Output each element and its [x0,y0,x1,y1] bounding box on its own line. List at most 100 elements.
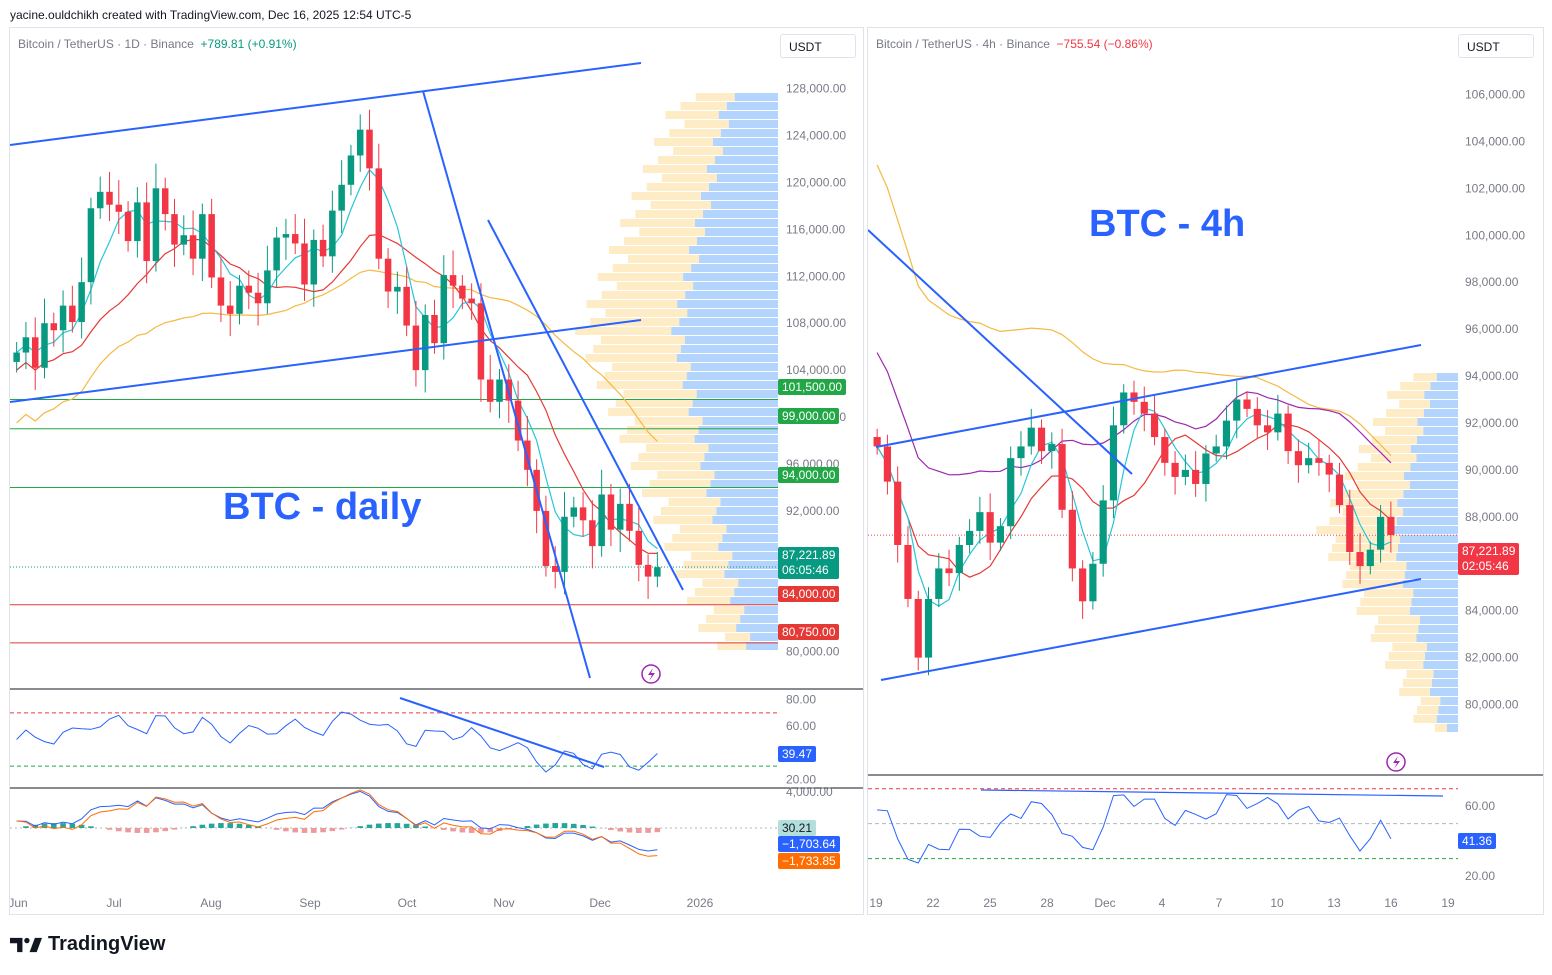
daily-candle-body [171,214,178,245]
volume-profile-bar [628,255,700,263]
footer-brand-name: TradingView [48,933,166,955]
volume-profile-bar [744,606,778,614]
macd-histogram-bar [385,823,391,828]
volume-profile-bar [1431,679,1458,687]
volume-profile-bar [717,642,747,650]
daily-chart-canvas[interactable]: 128,000.00 124,000.00 120,000.00 116,000.00… [10,28,863,914]
daily-candle-body [440,275,448,344]
volume-profile-bar [654,138,713,146]
macd-histogram-bar [636,828,642,833]
volume-profile-bar [608,246,690,254]
volume-profile-bar [1413,715,1437,723]
volume-profile-bar [1409,481,1458,489]
volume-profile-bar [1360,598,1412,606]
four-hour-candle-body [986,512,994,543]
four-hour-candle-body [1120,392,1128,426]
volume-profile-bar [575,327,672,335]
daily-rsi-axis-label: 20.00 [786,772,816,786]
four-hour-candle-body [883,446,892,482]
four-hour-candle-body [1366,549,1374,567]
daily-rsi-value-tag: 39.47 [778,746,817,762]
four-hour-candle-body [1335,474,1344,506]
daily-candle-body [264,270,271,304]
macd-histogram-bar [171,828,178,830]
volume-profile-bar [710,201,778,209]
volume-profile-bar [704,453,778,461]
daily-chart-label: BTC - daily [223,486,422,528]
daily-rsi-axis-label: 80.00 [786,693,816,707]
volume-profile-bar [1406,670,1434,678]
daily-level-tag-80750: 80,750.00 [778,624,840,640]
four-hour-candle-body [1192,469,1200,484]
volume-profile-bar [1417,418,1458,426]
four-hour-candle-body [1171,462,1179,477]
volume-profile-bar [698,426,778,434]
four-hour-candle-body [1253,408,1261,426]
volume-profile-bar [718,111,778,119]
volume-profile-bar [1436,715,1458,723]
volume-profile-bar [690,363,778,371]
volume-profile-bar [714,156,778,164]
macd-histogram-bar [311,828,317,833]
four-hour-price-axis-label: 94,000.00 [1465,369,1519,383]
volume-profile-bar [1418,625,1458,633]
four-hour-time-axis-label: 22 [926,896,940,910]
four-hour-time-axis-label: 16 [1384,896,1398,910]
four-hour-symbol-title: Bitcoin / TetherUS · 4h · Binance −755.5… [876,37,1153,51]
four-hour-candle-body [1161,437,1169,463]
volume-profile-bar [1404,472,1458,480]
macd-histogram-bar [571,823,577,828]
daily-macd-hist-tag: 30.21 [778,820,817,836]
four-hour-currency-unit[interactable]: USDT [1458,34,1534,58]
daily-candle-body [644,564,652,577]
four-hour-chart-canvas[interactable]: 106,000.00 104,000.00 102,000.00 100,000.00… [868,28,1543,914]
daily-chart-panel[interactable]: 128,000.00 124,000.00 120,000.00 116,000.00… [9,27,864,915]
volume-profile-bar [1372,418,1418,426]
daily-candle-body [607,494,615,530]
daily-candle-body [589,520,596,547]
macd-histogram-bar [23,826,29,828]
volume-profile-bar [1399,688,1430,696]
daily-price-axis-label: 80,000.00 [786,645,840,659]
volume-profile-bar [694,435,778,443]
volume-profile-bar [616,282,694,290]
volume-profile-bar [585,354,677,362]
macd-histogram-bar [589,826,596,828]
volume-profile-bar [702,417,778,425]
volume-profile-bar [615,399,693,407]
daily-candle-body [152,188,160,262]
macd-histogram-bar [60,823,66,828]
macd-histogram-bar [441,828,447,830]
volume-profile-bar [1436,373,1458,381]
volume-profile-bar [682,381,778,389]
volume-profile-bar [684,336,778,344]
daily-candle-body [226,305,234,314]
four-hour-chart-panel[interactable]: 106,000.00 104,000.00 102,000.00 100,000.00… [867,27,1544,915]
macd-histogram-bar [227,823,233,828]
daily-macd-axis-label: 4,000.00 [786,785,833,799]
volume-profile-bar [1409,607,1458,615]
macd-histogram-bar [403,823,410,828]
volume-profile-bar [1410,445,1458,453]
macd-histogram-bar [357,826,363,828]
daily-candle-body [87,208,95,283]
four-hour-candle-body [914,598,922,658]
volume-profile-bar [1387,391,1425,399]
macd-histogram-bar [69,823,76,828]
volume-profile-bar [1330,499,1398,507]
volume-profile-bar [688,408,778,416]
daily-price-axis-label: 112,000.00 [786,269,845,283]
volume-profile-bar [680,102,727,110]
daily-candle-body [626,503,633,531]
volume-profile-bar [675,570,725,578]
volume-profile-bar [702,579,739,587]
macd-histogram-bar [125,828,131,833]
volume-profile-bar [672,534,723,542]
four-hour-candle-body [996,526,1005,543]
four-hour-price-axis-label: 102,000.00 [1465,181,1525,195]
daily-currency-unit[interactable]: USDT [780,34,856,58]
volume-profile-bar [734,588,778,596]
volume-profile-bar [1385,661,1424,669]
volume-profile-bar [657,471,715,479]
lightning-icon [1393,756,1400,769]
